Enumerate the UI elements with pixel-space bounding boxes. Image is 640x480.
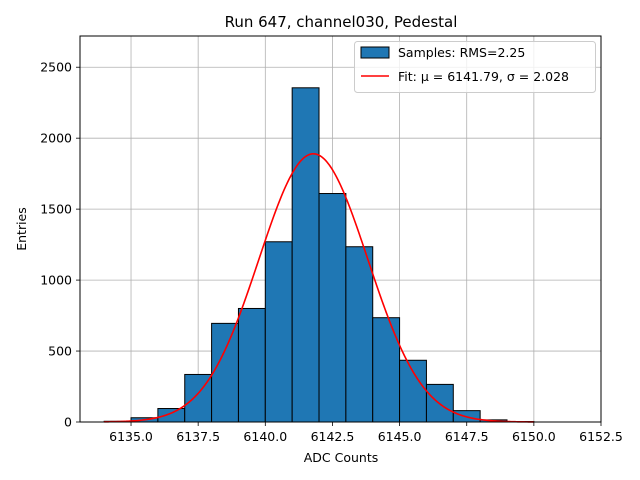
chart-title: Run 647, channel030, Pedestal — [225, 13, 458, 31]
histogram-bar — [264, 241, 293, 423]
x-tick-label: 6150.0 — [512, 429, 556, 444]
y-axis-ticks: 0 500 1000 1500 2000 2500 — [40, 60, 80, 430]
histogram-bar — [318, 193, 347, 423]
x-tick-label: 6152.5 — [579, 429, 623, 444]
x-tick-label: 6135.0 — [109, 429, 153, 444]
y-axis-label: Entries — [14, 207, 29, 251]
histogram-bar — [157, 408, 186, 423]
y-tick-label: 0 — [64, 415, 72, 430]
histogram-bar — [291, 87, 320, 423]
histogram-bar — [211, 322, 239, 423]
histogram-bar — [237, 307, 266, 423]
legend-bar-swatch — [360, 46, 390, 59]
y-tick-label: 1000 — [40, 273, 72, 288]
legend: Samples: RMS=2.25 Fit: μ = 6141.79, σ = … — [354, 41, 596, 93]
y-tick-label: 1500 — [40, 202, 72, 217]
histogram-bar — [372, 317, 401, 423]
legend-fit-label: Fit: μ = 6141.79, σ = 2.028 — [398, 69, 569, 84]
x-tick-label: 6140.0 — [243, 429, 287, 444]
histogram-bar — [399, 359, 427, 423]
x-axis-ticks: 6135.0 6137.5 6140.0 6142.5 6145.0 6147.5 6150… — [109, 422, 623, 444]
y-tick-label: 2500 — [40, 60, 72, 75]
plot-frame — [79, 35, 602, 423]
y-tick-label: 500 — [48, 344, 72, 359]
fit-curve — [104, 152, 534, 423]
histogram-bar — [345, 246, 374, 423]
histogram-bars — [103, 87, 535, 423]
legend-samples-label: Samples: RMS=2.25 — [398, 45, 525, 60]
x-tick-label: 6147.5 — [445, 429, 489, 444]
x-tick-label: 6145.0 — [378, 429, 422, 444]
x-tick-label: 6142.5 — [311, 429, 355, 444]
x-tick-label: 6137.5 — [176, 429, 220, 444]
x-axis-label: ADC Counts — [304, 450, 379, 465]
y-tick-label: 2000 — [40, 131, 72, 146]
legend-box — [354, 41, 596, 93]
